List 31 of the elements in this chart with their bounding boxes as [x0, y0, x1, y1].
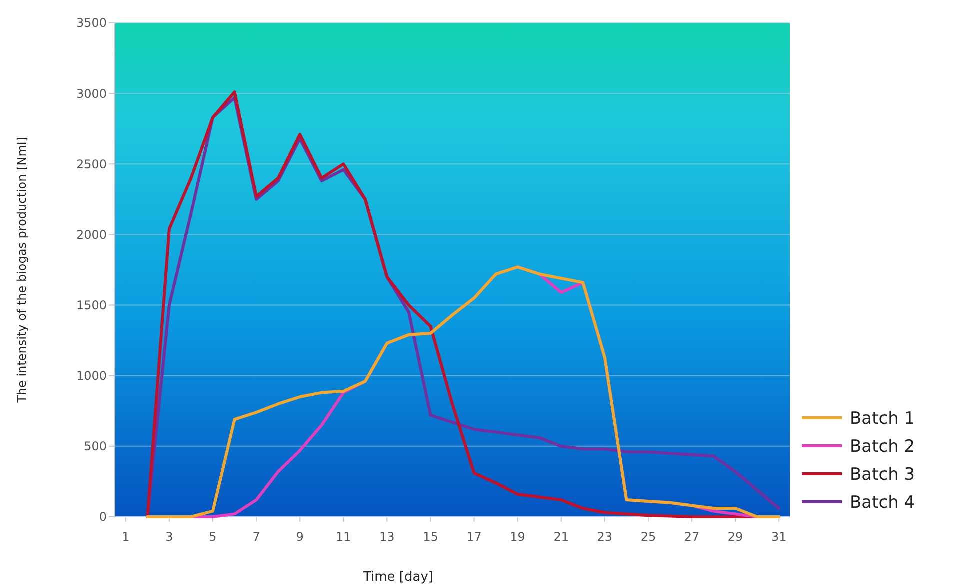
x-tick-label: 9 [296, 530, 304, 544]
line-series [146, 266, 781, 518]
x-tick-label: 29 [728, 530, 744, 544]
y-tick-label: 1000 [76, 369, 107, 384]
x-tick-label: 3 [166, 530, 174, 544]
y-tick-label: 3500 [76, 16, 107, 30]
x-tick-label: 31 [771, 530, 787, 544]
y-tick-label: 1500 [76, 298, 107, 312]
y-tick-label: 2000 [76, 228, 107, 242]
legend-label: Batch 4 [850, 492, 916, 513]
y-tick-label: 0 [99, 510, 107, 524]
x-tick-label: 11 [336, 530, 352, 544]
x-tick-label: 13 [380, 530, 395, 544]
x-tick-label: 27 [684, 530, 700, 544]
x-axis-title: Time [day] [362, 570, 434, 585]
x-tick-label: 7 [252, 530, 260, 544]
legend-label: Batch 1 [850, 408, 916, 429]
legend-label: Batch 3 [850, 464, 916, 485]
x-tick-label: 15 [423, 530, 438, 544]
y-axis-title: The intensity of the biogas production [Nml] [15, 137, 29, 404]
x-tick-label: 1 [122, 530, 130, 544]
x-tick-label: 21 [554, 530, 570, 544]
x-tick-label: 19 [510, 530, 526, 544]
x-tick-label: 5 [209, 530, 217, 544]
y-tick-label: 500 [84, 440, 107, 454]
y-tick-label: 2500 [76, 157, 107, 172]
x-tick-label: 17 [466, 530, 482, 544]
x-tick-label: 25 [640, 530, 656, 544]
x-tick-label: 23 [597, 530, 613, 544]
y-tick-label: 3000 [76, 86, 107, 101]
legend-label: Batch 2 [850, 436, 916, 457]
